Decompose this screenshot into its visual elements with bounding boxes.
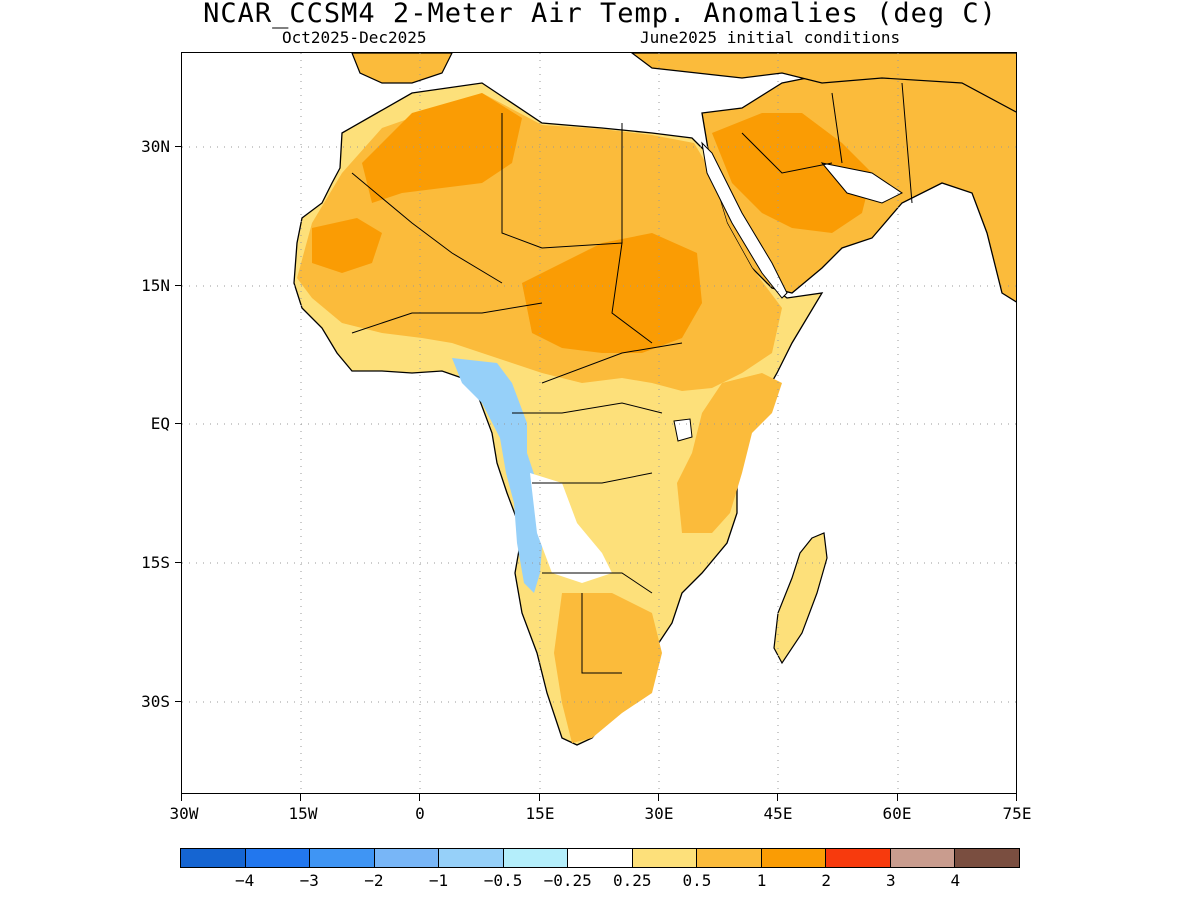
lon-label-60e: 60E <box>882 804 912 823</box>
lat-label-eq: EQ <box>150 414 170 433</box>
lon-tick <box>1016 794 1017 801</box>
colorbar-label: −0.25 <box>543 871 592 890</box>
forecast-period: Oct2025-Dec2025 <box>282 28 427 47</box>
colorbar-swatch <box>503 849 569 867</box>
slight-warm-madagascar <box>773 532 828 665</box>
lat-tick <box>175 423 182 424</box>
lon-tick <box>181 794 182 801</box>
colorbar-swatch <box>245 849 311 867</box>
map-frame <box>181 52 1017 794</box>
lon-tick <box>777 794 778 801</box>
colorbar-label: 0.5 <box>682 871 712 890</box>
colorbar-swatch <box>697 849 762 867</box>
initial-conditions: June2025 initial conditions <box>640 28 901 47</box>
colorbar-swatch <box>761 849 827 867</box>
lat-tick <box>175 146 182 147</box>
colorbar-swatch <box>568 849 633 867</box>
near-normal-angola <box>530 473 612 583</box>
lon-tick <box>658 794 659 801</box>
warm-southern-africa <box>554 593 662 743</box>
colorbar-swatch <box>826 849 891 867</box>
country-borders <box>351 82 913 674</box>
lon-label-75e: 75E <box>1002 804 1032 823</box>
colorbar-swatch <box>890 849 956 867</box>
lat-tick <box>175 701 182 702</box>
persian-gulf <box>820 162 903 204</box>
very-warm-west-africa <box>312 218 382 273</box>
graticule <box>182 53 1016 793</box>
colorbar-swatch <box>955 849 1019 867</box>
colorbar-label: −3 <box>299 871 319 890</box>
lon-tick <box>897 794 898 801</box>
lon-tick <box>300 794 301 801</box>
lat-label-30s: 30S <box>141 692 170 711</box>
europe-land <box>351 53 453 84</box>
colorbar-label: −1 <box>428 871 449 890</box>
colorbar-swatch <box>181 849 246 867</box>
cool-coastal-band <box>452 358 544 593</box>
lat-label-15n: 15N <box>141 276 170 295</box>
colorbar-label: −2 <box>364 871 384 890</box>
lon-label-45e: 45E <box>763 804 793 823</box>
colorbar-label: 4 <box>950 871 961 890</box>
anomaly-map <box>182 53 1016 793</box>
colorbar-label: 1 <box>756 871 767 890</box>
slight-warm-central <box>547 383 662 513</box>
very-warm-sudan <box>522 233 702 353</box>
colorbar-swatch <box>374 849 440 867</box>
colorbar-label: 2 <box>821 871 831 890</box>
very-warm-sahara <box>362 93 522 203</box>
lake-victoria <box>673 418 693 442</box>
colorbar-label: 3 <box>885 871 896 890</box>
colorbar <box>180 848 1020 868</box>
lon-label-0: 0 <box>415 804 425 823</box>
lon-label-30e: 30E <box>644 804 674 823</box>
colorbar-swatch <box>310 849 375 867</box>
lon-label-15e: 15E <box>525 804 555 823</box>
colorbar-label: −0.5 <box>483 871 523 890</box>
europe-east-land <box>631 53 1016 113</box>
lat-label-15s: 15S <box>141 553 170 572</box>
colorbar-swatch <box>632 849 698 867</box>
lat-tick <box>175 285 182 286</box>
lat-tick <box>175 562 182 563</box>
lat-label-30n: 30N <box>141 137 170 156</box>
colorbar-swatch <box>439 849 504 867</box>
colorbar-label: −4 <box>234 871 255 890</box>
lon-tick <box>539 794 540 801</box>
lon-label-30w: 30W <box>169 804 199 823</box>
map-title: NCAR_CCSM4 2-Meter Air Temp. Anomalies (… <box>203 0 997 29</box>
lon-label-15w: 15W <box>288 804 318 823</box>
warm-east-africa <box>677 373 782 533</box>
colorbar-label: 0.25 <box>613 871 652 890</box>
red-sea <box>701 141 788 299</box>
lon-tick <box>419 794 420 801</box>
